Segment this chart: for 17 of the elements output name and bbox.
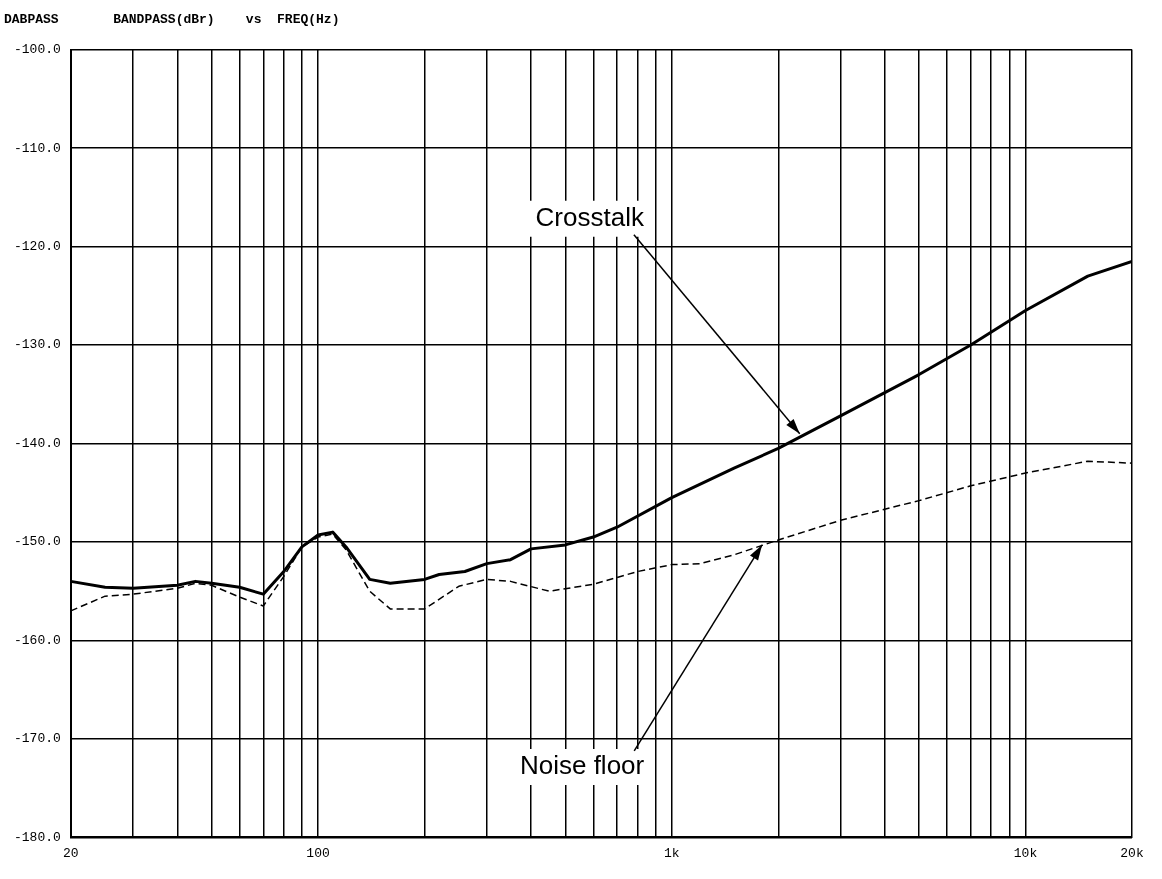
y-tick-label: -170.0 [14,731,61,747]
annotation: Noise floor [519,750,645,781]
y-tick-label: -120.0 [14,238,61,254]
annotation: Crosstalk [535,201,645,232]
y-tick-label: -110.0 [14,140,61,156]
chart-title: DABPASS BANDPASS(dBr) vs FREQ(Hz) [4,12,340,28]
y-tick-label: -150.0 [14,534,61,550]
y-tick-label: -140.0 [14,435,61,451]
x-tick-label: 10k [1013,845,1038,861]
x-tick-label: 100 [306,845,330,861]
x-tick-label: 20k [1120,845,1144,861]
y-tick-label: -100.0 [14,42,61,58]
y-tick-label: -160.0 [14,632,61,648]
x-tick-label: 20 [63,845,79,861]
y-tick-label: -130.0 [14,337,61,353]
y-tick-label: -180.0 [14,829,61,845]
x-tick-label: 1k [663,845,680,861]
